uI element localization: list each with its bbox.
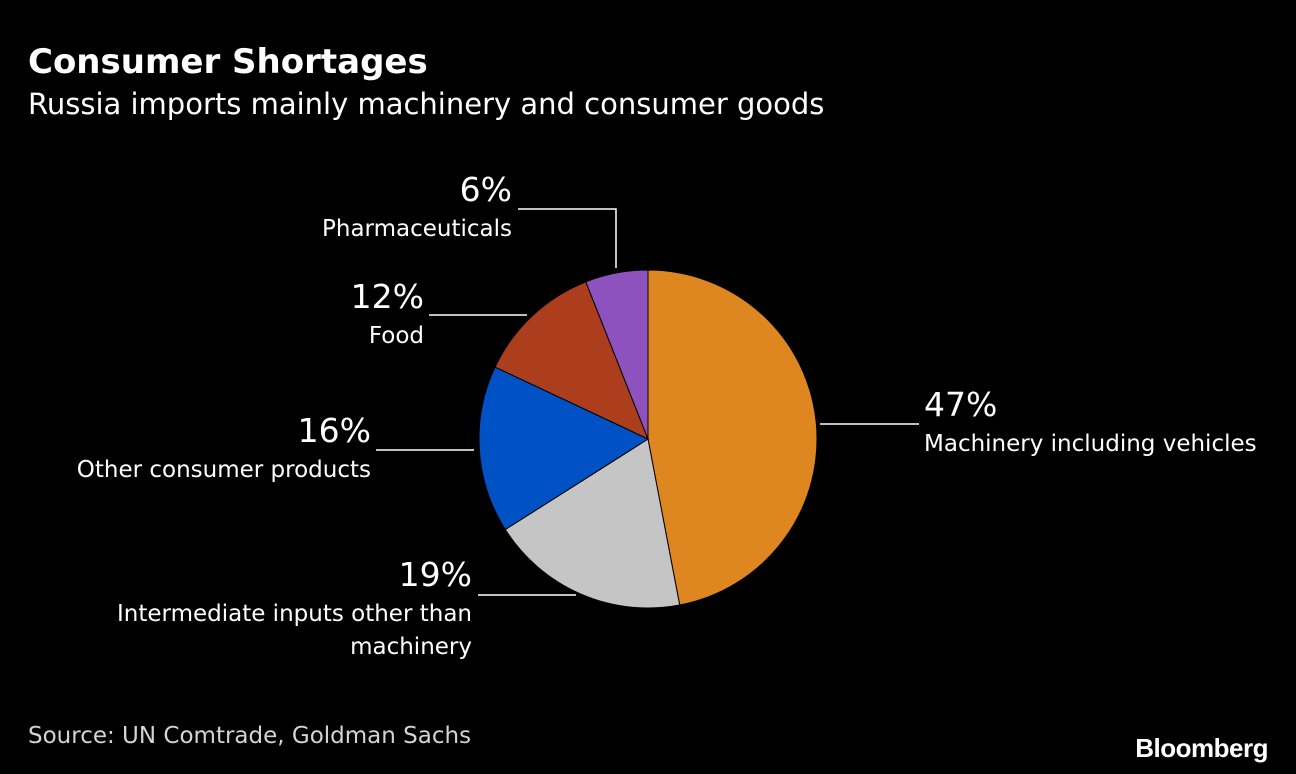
value-label-intermediate-inputs-other-than-machinery: 19% (399, 555, 472, 594)
value-label-other-consumer-products: 16% (298, 411, 371, 450)
category-label-other-consumer-products: Other consumer products (77, 457, 371, 483)
category-label-food: Food (369, 323, 424, 349)
pie-slice-intermediate-inputs-other-than-machinery (504, 438, 681, 609)
pie-chart: 47% Machinery including vehicles 19% Interm… (77, 170, 1257, 660)
chart-subtitle: Russia imports mainly machinery and cons… (28, 87, 825, 121)
pie-slice-other-consumer-products (478, 366, 650, 531)
source-note: Source: UN Comtrade, Goldman Sachs (28, 723, 472, 749)
chart-title: Consumer Shortages (28, 42, 428, 82)
value-label-food: 12% (351, 277, 424, 316)
category-label-intermediate-inputs-other-than-machinery: Intermediate inputs other than machinery (117, 601, 472, 660)
category-label-pharmaceuticals: Pharmaceuticals (322, 216, 512, 242)
category-label-machinery-including-vehicles: Machinery including vehicles (924, 431, 1257, 457)
pie-slice-machinery-including-vehicles (647, 269, 818, 606)
value-label-pharmaceuticals: 6% (460, 170, 512, 209)
leader-line-pharmaceuticals (518, 208, 617, 268)
bloomberg-logo: Bloomberg (1135, 733, 1268, 763)
pie-slice-food (494, 281, 649, 440)
value-label-machinery-including-vehicles: 47% (924, 385, 997, 424)
pie-slice-pharmaceuticals (585, 269, 649, 440)
